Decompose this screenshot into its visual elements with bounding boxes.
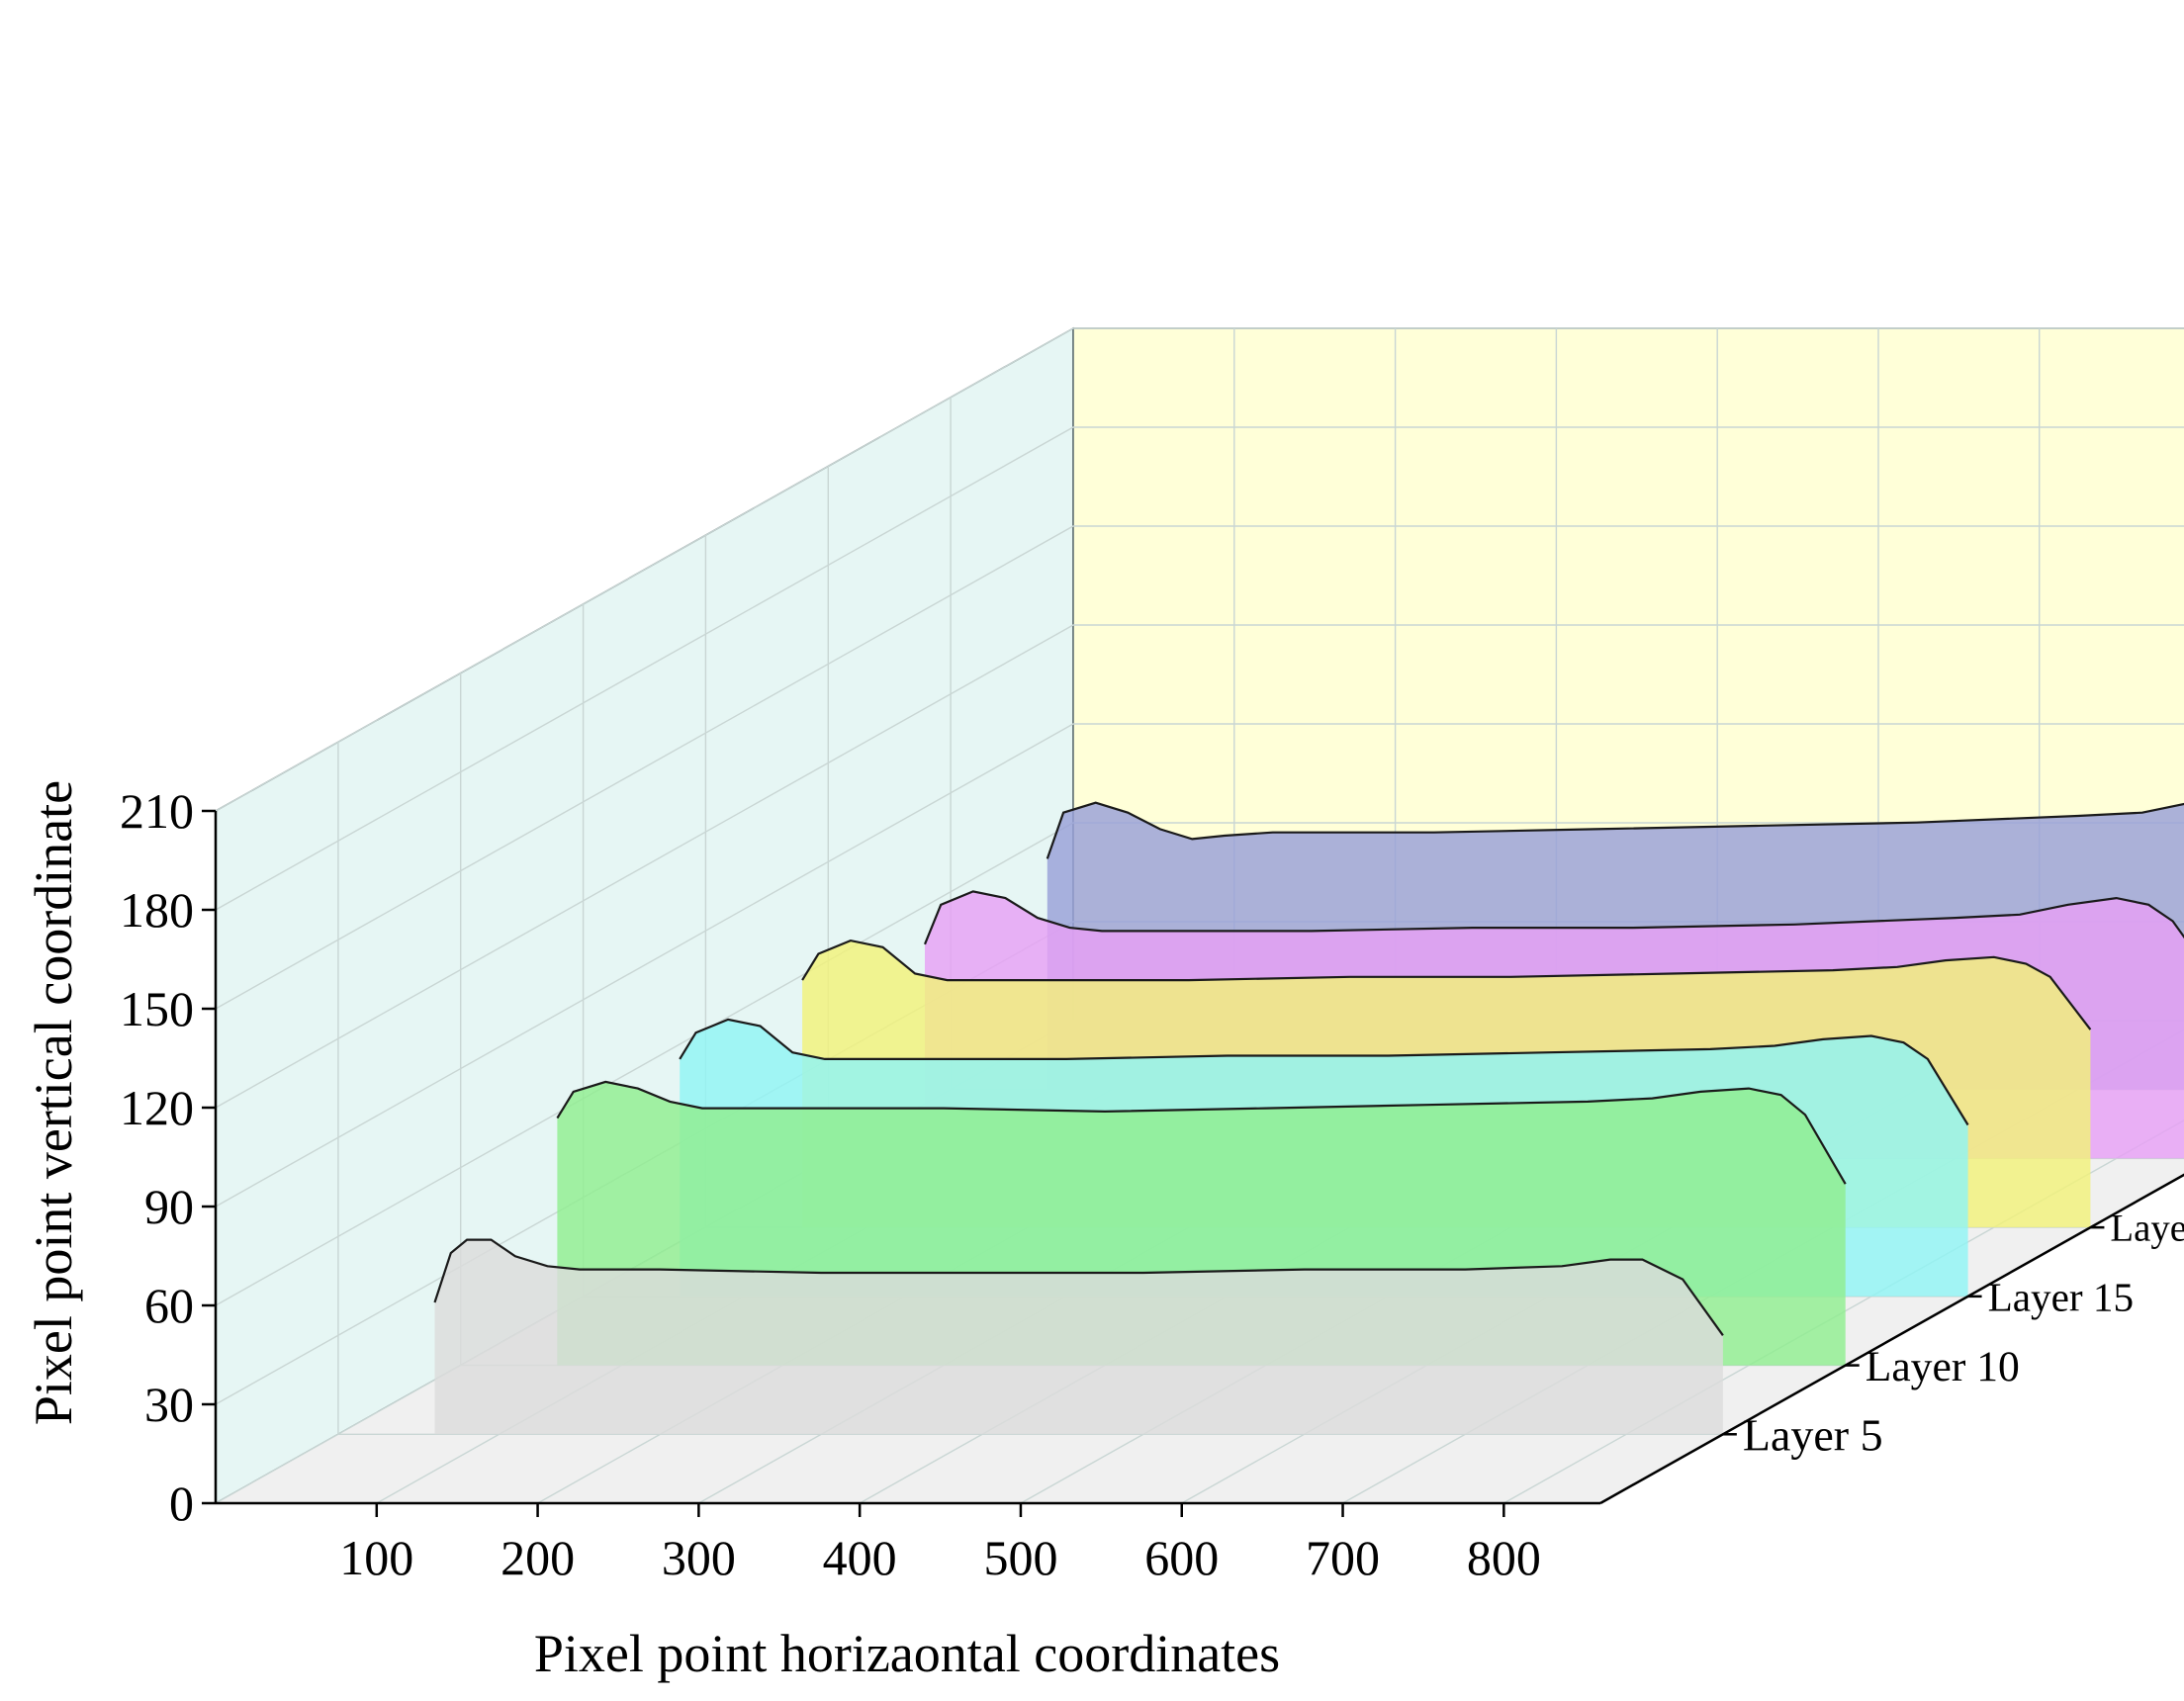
chart-series: [433, 801, 2184, 1435]
y-gridline: [215, 624, 2184, 1109]
x-tick-label: 700: [1306, 1530, 1380, 1585]
x-axis-title: Pixel point horizaontal coordinates: [534, 1624, 1280, 1683]
y-tick-label: 150: [120, 981, 194, 1036]
y-gridline: [215, 327, 2184, 812]
y-tick-label: 180: [120, 882, 194, 938]
series-line-layer-5: [433, 1238, 1724, 1336]
x-tick-label: 400: [823, 1530, 897, 1585]
y-axis-title: Pixel point vertical coordinate: [24, 780, 83, 1425]
layer-label: Layer 20: [2110, 1208, 2184, 1250]
x-tick-label: 800: [1467, 1530, 1541, 1585]
x-tick-label: 500: [983, 1530, 1057, 1585]
chart-axes: [202, 809, 2184, 1517]
layer-label: Layer 15: [1988, 1274, 2135, 1319]
x-tick-label: 300: [662, 1530, 736, 1585]
x-tick-label: 600: [1144, 1530, 1219, 1585]
layer-label: Layer 5: [1743, 1409, 1883, 1460]
layer-label: Layer 10: [1866, 1343, 2020, 1390]
series-line-layer-30: [1046, 801, 2184, 859]
series-line-layer-20: [801, 939, 2092, 1030]
y-gridline: [215, 525, 2184, 1010]
y-tick-label: 0: [169, 1476, 194, 1531]
y-tick-label: 30: [144, 1377, 194, 1432]
y-tick-label: 90: [144, 1179, 194, 1234]
y-gridline: [215, 723, 2184, 1208]
x-tick-label: 200: [500, 1530, 575, 1585]
y-tick-label: 210: [120, 783, 194, 839]
series-line-layer-25: [923, 890, 2184, 945]
y-gridline: [215, 426, 2184, 911]
chart-labels: 0 30 60 90 120 150 180 210 100 200 300 400 500 600 700…: [120, 783, 2184, 1585]
y-tick-label: 60: [144, 1278, 194, 1333]
y-tick-label: 120: [120, 1080, 194, 1135]
x-tick-label: 100: [339, 1530, 413, 1585]
series-line-layer-10: [556, 1080, 1847, 1185]
z-axis-line: [1599, 1173, 2184, 1505]
series-line-layer-15: [679, 1018, 1969, 1126]
series-area-layer-5: [434, 1239, 1723, 1435]
